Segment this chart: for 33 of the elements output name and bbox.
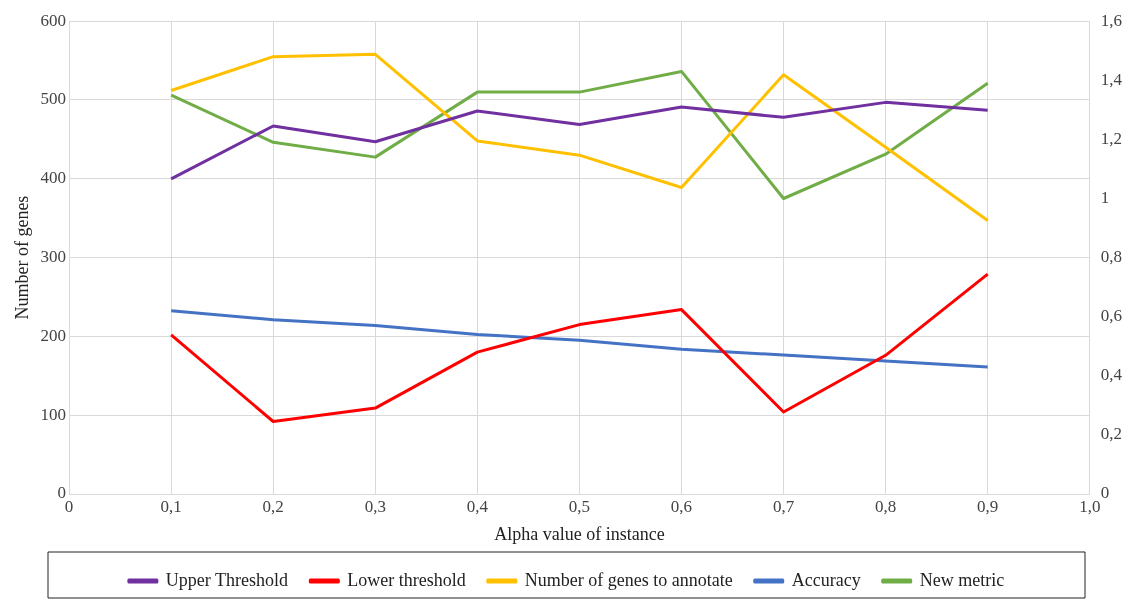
y-tick-label: 100	[40, 404, 67, 424]
y-tick-label: 200	[40, 325, 67, 345]
legend-label: Number of genes to annotate	[524, 569, 733, 590]
legend-label: Upper Threshold	[165, 569, 289, 590]
y2-tick-label: 0,8	[1100, 247, 1122, 267]
y2-tick-label: 0	[1100, 483, 1110, 503]
y2-tick-label: 1	[1100, 187, 1110, 207]
x-tick-label: 1,0	[1079, 496, 1101, 516]
x-tick-label: 0,4	[466, 496, 489, 516]
y-tick-label: 400	[40, 168, 67, 188]
y2-tick-label: 0,4	[1100, 365, 1123, 385]
x-tick-label: 0,5	[568, 496, 591, 516]
y2-tick-label: 1,6	[1100, 10, 1122, 30]
x-tick-label: 0,1	[160, 496, 182, 516]
x-tick-label: 0,9	[977, 496, 999, 516]
x-tick-label: 0,7	[772, 496, 795, 516]
y2-tick-label: 1,4	[1100, 69, 1123, 89]
legend-label: Accuracy	[791, 569, 861, 590]
y2-tick-label: 0,6	[1100, 306, 1122, 326]
legend-label: New metric	[919, 569, 1005, 590]
y2-tick-label: 1,2	[1100, 128, 1122, 148]
x-tick-label: 0,8	[874, 496, 897, 516]
x-axis-title: Alpha value of instance	[494, 523, 665, 544]
x-tick-label: 0,3	[364, 496, 386, 516]
x-tick-label: 0,2	[262, 496, 284, 516]
y2-tick-label: 0,2	[1100, 424, 1122, 444]
y-axis-title: Number of genes	[11, 195, 32, 320]
y-tick-label: 0	[57, 483, 67, 503]
y-tick-label: 500	[40, 89, 67, 109]
y-tick-label: 300	[40, 247, 67, 267]
legend-label: Lower threshold	[347, 569, 466, 590]
x-tick-label: 0,6	[670, 496, 693, 516]
y-tick-label: 600	[40, 10, 67, 30]
